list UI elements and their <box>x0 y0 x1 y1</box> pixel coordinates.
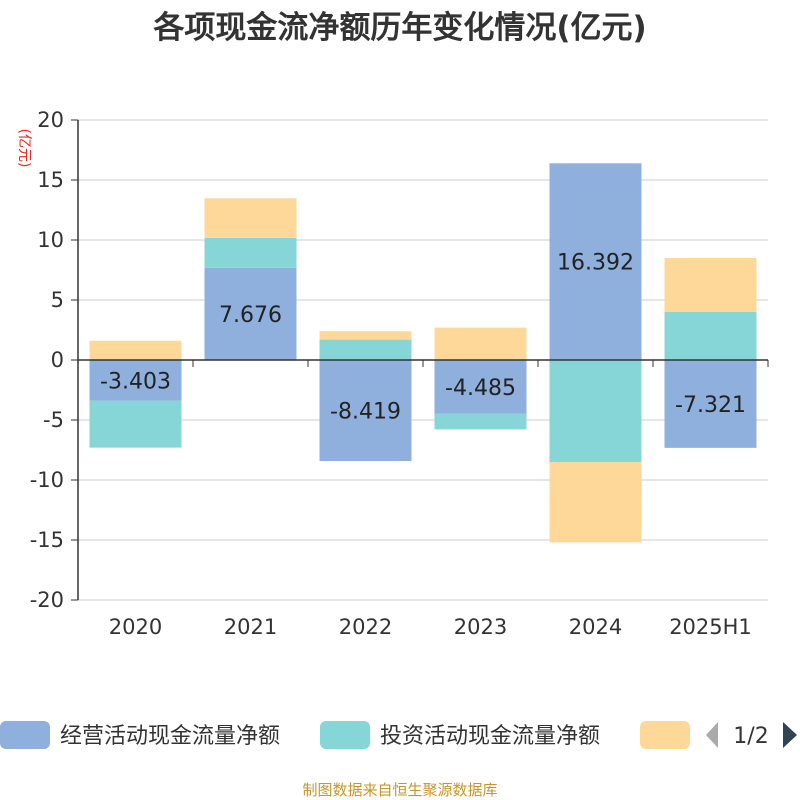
bar-segment-2[interactable] <box>664 312 757 360</box>
x-tick-label: 2021 <box>224 615 277 639</box>
bar-segment-1[interactable] <box>319 360 412 462</box>
x-tick-label: 2020 <box>109 615 162 639</box>
bar-segment-1[interactable] <box>204 267 297 360</box>
bar-segment-3[interactable] <box>664 258 757 312</box>
y-tick-label: -5 <box>43 408 64 432</box>
y-tick-label: -15 <box>30 528 64 552</box>
bar-marks <box>89 163 757 543</box>
x-tick-label: 2023 <box>454 615 507 639</box>
data-label: -3.403 <box>100 369 171 394</box>
bar-segment-3[interactable] <box>89 340 182 360</box>
bar-segment-2[interactable] <box>204 237 297 268</box>
legend-label[interactable]: 投资活动现金流量净额 <box>380 724 600 749</box>
legend-swatch-3[interactable] <box>640 721 690 749</box>
y-tick-label: 5 <box>51 288 64 312</box>
x-tick-label: 2025H1 <box>669 615 752 639</box>
bar-segment-3[interactable] <box>549 462 642 543</box>
bar-segment-3[interactable] <box>434 327 527 360</box>
legend-next-icon[interactable] <box>783 722 797 748</box>
data-label: -8.419 <box>330 400 401 425</box>
y-tick-label: 10 <box>37 228 64 252</box>
x-tick-label: 2024 <box>569 615 622 639</box>
bar-segment-1[interactable] <box>664 360 757 448</box>
bar-segment-2[interactable] <box>319 339 412 360</box>
data-label: 16.392 <box>557 251 634 276</box>
x-tick-labels: 2020 2021 2022 2023 2024 2025H1 <box>109 615 752 639</box>
bar-segment-3[interactable] <box>204 198 297 238</box>
bar-segment-2[interactable] <box>549 360 642 462</box>
legend-pager: 1/2 <box>706 722 797 749</box>
legend-page-indicator: 1/2 <box>733 724 768 749</box>
y-tick-label: 15 <box>37 168 64 192</box>
bar-segment-3[interactable] <box>319 331 412 340</box>
y-axis-unit: (亿元) <box>16 129 32 168</box>
data-label: 7.676 <box>219 303 282 328</box>
y-tick-label: 0 <box>51 348 64 372</box>
bar-segment-1[interactable] <box>89 360 182 401</box>
y-tick-label: 20 <box>37 108 64 132</box>
legend: 经营活动现金流量净额 投资活动现金流量净额 <box>0 721 690 749</box>
bar-segment-2[interactable] <box>89 400 182 448</box>
data-label: -7.321 <box>675 393 746 418</box>
data-source: 制图数据来自恒生聚源数据库 <box>302 781 497 799</box>
data-labels: -3.403 7.676 -8.419 -4.485 16.392 -7.321 <box>100 251 746 425</box>
y-tick-labels: 20 15 10 5 0 -5 -10 -15 -20 <box>30 108 64 612</box>
chart-title: 各项现金流净额历年变化情况(亿元) <box>152 10 646 46</box>
data-label: -4.485 <box>445 376 516 401</box>
legend-swatch-1[interactable] <box>0 721 50 749</box>
y-tick-label: -20 <box>30 588 64 612</box>
legend-label[interactable]: 经营活动现金流量净额 <box>60 724 280 749</box>
axes <box>77 120 769 600</box>
bar-segment-2[interactable] <box>434 413 527 430</box>
legend-prev-icon[interactable] <box>706 722 718 748</box>
x-tick-label: 2022 <box>339 615 392 639</box>
legend-swatch-2[interactable] <box>320 721 370 749</box>
y-tick-label: -10 <box>30 468 64 492</box>
bar-segment-1[interactable] <box>434 360 527 414</box>
bar-segment-1[interactable] <box>549 163 642 360</box>
